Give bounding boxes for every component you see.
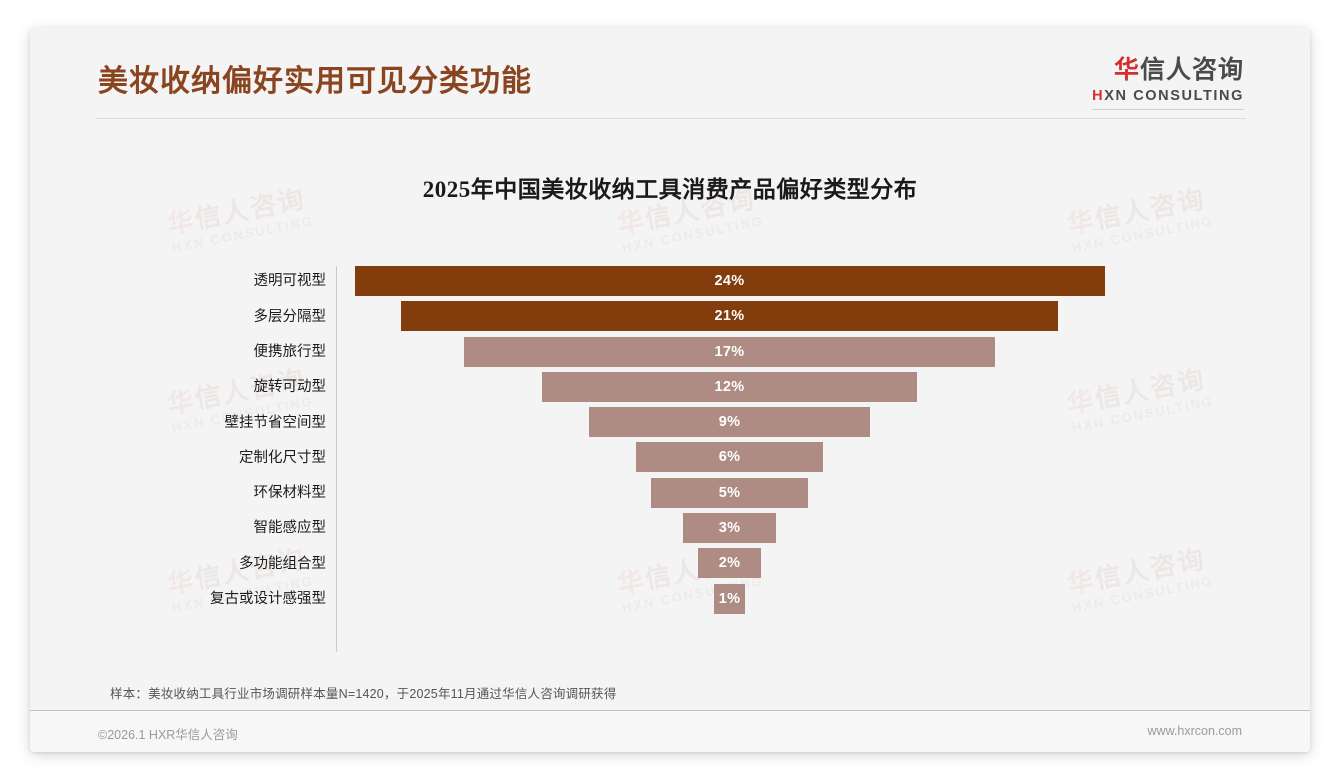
chart-title: 2025年中国美妆收纳工具消费产品偏好类型分布 [422,177,918,202]
logo-underline [1092,108,1244,110]
funnel-bar[interactable]: 21% [401,301,1058,332]
bar-track: 6% [337,442,1310,473]
funnel-row: 环保材料型 5% [30,476,1310,511]
logo-accent-char: 华 [1113,56,1140,84]
funnel-row: 智能感应型 3% [30,511,1310,546]
bar-track: 1% [337,583,1310,614]
funnel-bar[interactable]: 9% [588,407,871,438]
watermark-accent-char: 华 [164,204,199,240]
slide-card: 美妆收纳偏好实用可见分类功能 华信人咨询 HXN CONSULTING 华信人咨… [30,28,1310,752]
bar-value-label: 17% [714,343,745,360]
bar-value-label: 12% [714,378,745,395]
slide-footer: ©2026.1 HXR华信人咨询 www.hxrcon.com [30,711,1310,752]
logo-en-rest: XN CONSULTING [1104,88,1244,104]
category-label: 壁挂节省空间型 [224,414,327,431]
logo-en-accent-char: H [1092,88,1105,104]
funnel-row: 复古或设计感强型 1% [30,582,1310,617]
bar-track: 2% [337,548,1310,579]
funnel-row: 便携旅行型 17% [30,335,1310,370]
funnel-bar[interactable]: 2% [698,548,761,579]
category-label: 复古或设计感强型 [210,591,326,608]
funnel-chart: 透明可视型 24% 多层分隔型 21% 便携旅行型 17% 旋转可动型 12% 壁挂节省空间型 9… [30,264,1310,664]
funnel-bar[interactable]: 6% [635,442,824,473]
category-label: 多层分隔型 [253,308,327,325]
bar-value-label: 21% [714,308,745,325]
bar-value-label: 24% [714,273,745,289]
watermark-english: HXN CONSULTING [170,213,316,256]
bar-value-label: 1% [718,590,741,607]
funnel-row: 壁挂节省空间型 9% [30,405,1310,440]
funnel-row: 透明可视型 24% [30,264,1310,299]
category-label: 多功能组合型 [239,555,326,572]
header-divider [96,118,1246,119]
category-label: 定制化尺寸型 [239,449,326,466]
category-axis-line [336,266,337,652]
funnel-row: 旋转可动型 12% [30,370,1310,405]
watermark-accent-char: 华 [1064,204,1099,240]
copyright-text: ©2026.1 HXR华信人咨询 [98,728,238,742]
category-label: 透明可视型 [253,273,327,290]
funnel-bar[interactable]: 5% [651,477,808,508]
source-note: 样本：美妆收纳工具行业市场调研样本量N=1420，于2025年11月通过华信人咨… [110,687,617,701]
bar-track: 3% [337,513,1310,544]
bar-track: 24% [337,266,1310,296]
funnel-rows: 透明可视型 24% 多层分隔型 21% 便携旅行型 17% 旋转可动型 12% 壁挂节省空间型 9… [30,264,1310,617]
bar-value-label: 9% [718,414,741,431]
bar-track: 5% [337,477,1310,508]
category-label: 智能感应型 [253,520,327,537]
bar-track: 17% [337,336,1310,367]
funnel-row: 定制化尺寸型 6% [30,440,1310,475]
funnel-bar[interactable]: 24% [354,266,1105,296]
bar-track: 9% [337,407,1310,438]
watermark-english: HXN CONSULTING [1070,213,1216,256]
bar-value-label: 2% [718,555,741,572]
website-link[interactable]: www.hxrcon.com [1147,724,1242,738]
logo-rest-chars: 信人咨询 [1139,56,1244,84]
category-label: 旋转可动型 [253,379,327,396]
page-title: 美妆收纳偏好实用可见分类功能 [98,65,532,98]
funnel-bar[interactable]: 1% [713,583,746,614]
bar-track: 21% [337,301,1310,332]
slide-header: 美妆收纳偏好实用可见分类功能 华信人咨询 HXN CONSULTING [30,28,1310,120]
bar-value-label: 5% [718,484,741,501]
funnel-row: 多功能组合型 2% [30,546,1310,581]
category-label: 环保材料型 [253,485,327,502]
funnel-row: 多层分隔型 21% [30,299,1310,334]
watermark-english: HXN CONSULTING [620,213,766,256]
funnel-bar[interactable]: 12% [542,371,917,402]
funnel-bar[interactable]: 3% [682,513,777,544]
category-label: 便携旅行型 [253,343,327,360]
bar-value-label: 6% [718,449,741,466]
bar-track: 12% [337,371,1310,402]
bar-value-label: 3% [718,520,741,537]
funnel-bar[interactable]: 17% [463,336,996,367]
logo-english-text: HXN CONSULTING [1092,89,1244,104]
watermark-accent-char: 华 [614,204,649,240]
brand-logo: 华信人咨询 HXN CONSULTING [1092,58,1244,110]
logo-chinese-text: 华信人咨询 [1092,58,1244,83]
footer-divider [30,710,1310,711]
